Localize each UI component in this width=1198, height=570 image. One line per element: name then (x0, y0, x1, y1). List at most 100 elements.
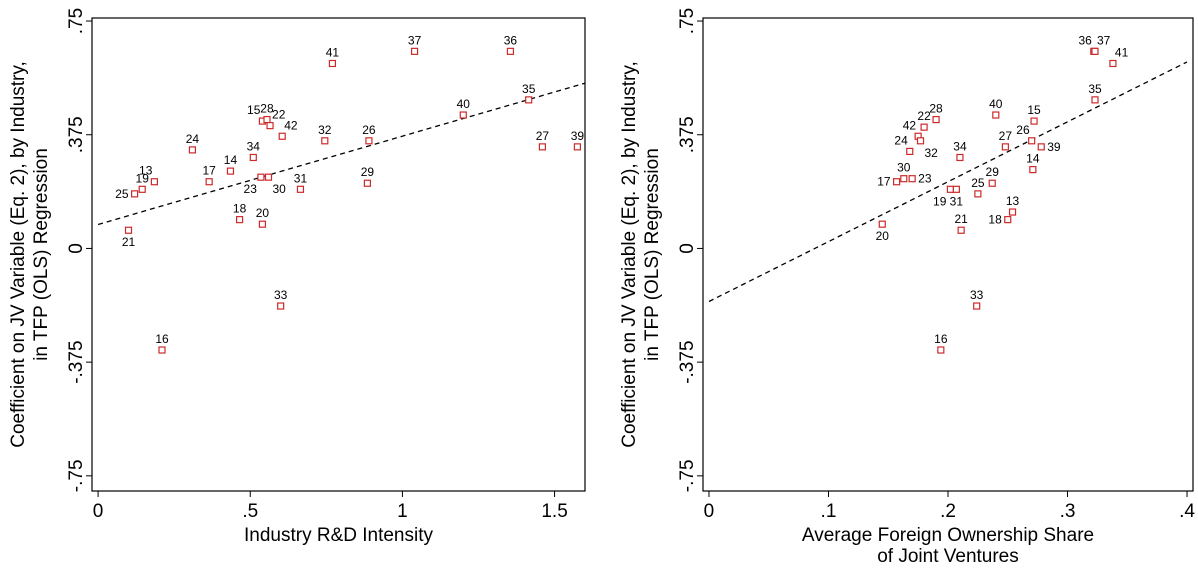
y-tick-label: .75 (66, 8, 87, 34)
x-tick-label: 0 (93, 501, 104, 522)
point-label: 23 (244, 182, 258, 196)
y-axis-title-line: Coefficient on JV Variable (Eq. 2), by I… (619, 61, 640, 448)
point-label: 30 (273, 182, 287, 196)
left-scatter-panel: -.75 -.375 0 .375 .75 0 .5 1 1.5 Industry R&D Int… (8, 8, 586, 546)
point-label: 16 (155, 332, 169, 346)
data-point (937, 346, 945, 354)
data-point (158, 346, 166, 354)
point-label: 36 (504, 33, 518, 47)
data-point (296, 185, 305, 193)
data-point (952, 185, 960, 193)
y-tick-label: .375 (677, 116, 698, 153)
point-label: 28 (260, 102, 274, 116)
data-point (973, 302, 981, 310)
data-point (277, 302, 285, 310)
y-axis-title-line: in TFP (OLS) Regression (642, 148, 663, 361)
data-point (321, 137, 329, 145)
point-label: 24 (186, 132, 200, 146)
data-point (131, 190, 139, 198)
point-label: 29 (361, 165, 375, 179)
point-label: 21 (954, 212, 968, 226)
point-label: 37 (408, 33, 422, 47)
data-point (205, 178, 213, 186)
point-label: 33 (274, 288, 288, 302)
point-label: 17 (877, 175, 891, 189)
x-tick-label: 1 (397, 501, 408, 522)
data-point (1109, 59, 1117, 68)
point-label: 15 (247, 103, 261, 117)
y-tick-label: -.375 (66, 340, 87, 383)
point-label: 35 (1088, 82, 1102, 96)
data-point (150, 178, 158, 186)
y-axis-title-line: Coefficient on JV Variable (Eq. 2), by I… (8, 61, 29, 448)
point-label: 28 (929, 102, 943, 116)
point-label: 34 (953, 139, 967, 153)
right-scatter-panel: -.75 -.375 0 .375 .75 0 .1 .2 .3 .4 Average Foreig… (619, 8, 1195, 567)
point-label: 36 (1078, 33, 1092, 47)
data-point (264, 173, 273, 181)
point-label: 17 (202, 164, 216, 178)
data-point (908, 175, 916, 183)
x-axis-title-line: Average Foreign Ownership Share (802, 525, 1094, 546)
y-tick-label: -.75 (677, 459, 698, 492)
point-label: 22 (917, 109, 931, 123)
x-tick-label: .1 (821, 501, 837, 522)
point-label: 24 (894, 133, 908, 147)
point-label: 31 (950, 194, 964, 208)
point-label: 41 (326, 45, 340, 59)
point-label: 40 (989, 97, 1003, 111)
data-point (249, 153, 257, 162)
data-point (992, 111, 1000, 119)
point-label: 39 (571, 129, 585, 143)
point-label: 34 (247, 139, 261, 153)
point-label: 14 (224, 153, 238, 167)
plot-frame (702, 17, 1194, 492)
data-point (878, 220, 886, 228)
y-axis-title-line: in TFP (OLS) Regression (31, 148, 52, 361)
fitted-line (97, 82, 586, 226)
point-label: 16 (934, 332, 948, 346)
x-axis-title-line: of Joint Ventures (877, 546, 1019, 565)
data-point (916, 137, 925, 145)
x-tick-label: .2 (940, 501, 956, 522)
data-point (906, 147, 914, 156)
data-point (974, 190, 982, 198)
plot-frame (91, 17, 586, 492)
data-point (328, 59, 337, 68)
point-label: 20 (256, 206, 270, 220)
point-label: 32 (925, 146, 939, 160)
point-label: 31 (294, 171, 308, 185)
point-label: 13 (1006, 194, 1020, 208)
data-point (525, 96, 533, 104)
data-point (988, 179, 996, 187)
y-tick-label: .375 (66, 116, 87, 153)
data-point (459, 111, 467, 119)
data-point (410, 47, 419, 55)
data-point (946, 185, 954, 193)
x-tick-label: .3 (1060, 501, 1076, 522)
data-point (1091, 96, 1099, 104)
data-point (235, 216, 244, 224)
point-label: 19 (136, 171, 150, 185)
data-point (1028, 137, 1036, 145)
point-label: 19 (933, 194, 947, 208)
data-point (365, 137, 373, 145)
data-point (278, 132, 286, 140)
point-label: 18 (988, 213, 1002, 227)
point-label: 23 (918, 172, 932, 186)
point-label: 37 (1097, 33, 1111, 47)
point-label: 32 (318, 123, 332, 137)
data-point (1029, 166, 1037, 174)
x-tick-label: .4 (1179, 501, 1195, 522)
point-label: 21 (122, 235, 136, 249)
point-label: 41 (1115, 45, 1129, 59)
data-point (538, 143, 546, 151)
point-label: 27 (536, 129, 550, 143)
data-point (932, 115, 940, 124)
point-label: 33 (970, 288, 984, 302)
point-label: 18 (233, 202, 247, 216)
data-point (900, 175, 908, 183)
data-point (226, 167, 235, 175)
